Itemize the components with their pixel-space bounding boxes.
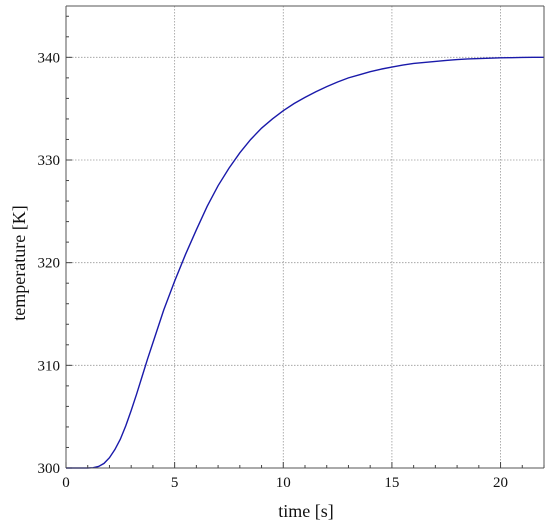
series-layer: [66, 56, 544, 469]
y-tick-label: 340: [38, 50, 61, 66]
temperature-series-line: [66, 56, 544, 469]
y-tick-label: 310: [38, 358, 61, 374]
y-axis-label: temperature [K]: [9, 205, 29, 320]
x-tick-label: 0: [62, 475, 70, 491]
y-tick-label: 300: [38, 461, 61, 477]
ticks: 0 5 10 15 20 300 310 320 330 340: [38, 15, 545, 491]
grid: [66, 6, 544, 468]
x-tick-label: 20: [493, 475, 508, 491]
y-tick-label: 320: [38, 256, 61, 272]
y-tick-label: 330: [38, 153, 61, 169]
x-tick-label: 15: [384, 475, 399, 491]
plot-frame: [65, 5, 545, 469]
x-tick-label: 5: [171, 475, 179, 491]
x-tick-label: 10: [276, 475, 291, 491]
x-axis-label: time [s]: [278, 501, 334, 521]
